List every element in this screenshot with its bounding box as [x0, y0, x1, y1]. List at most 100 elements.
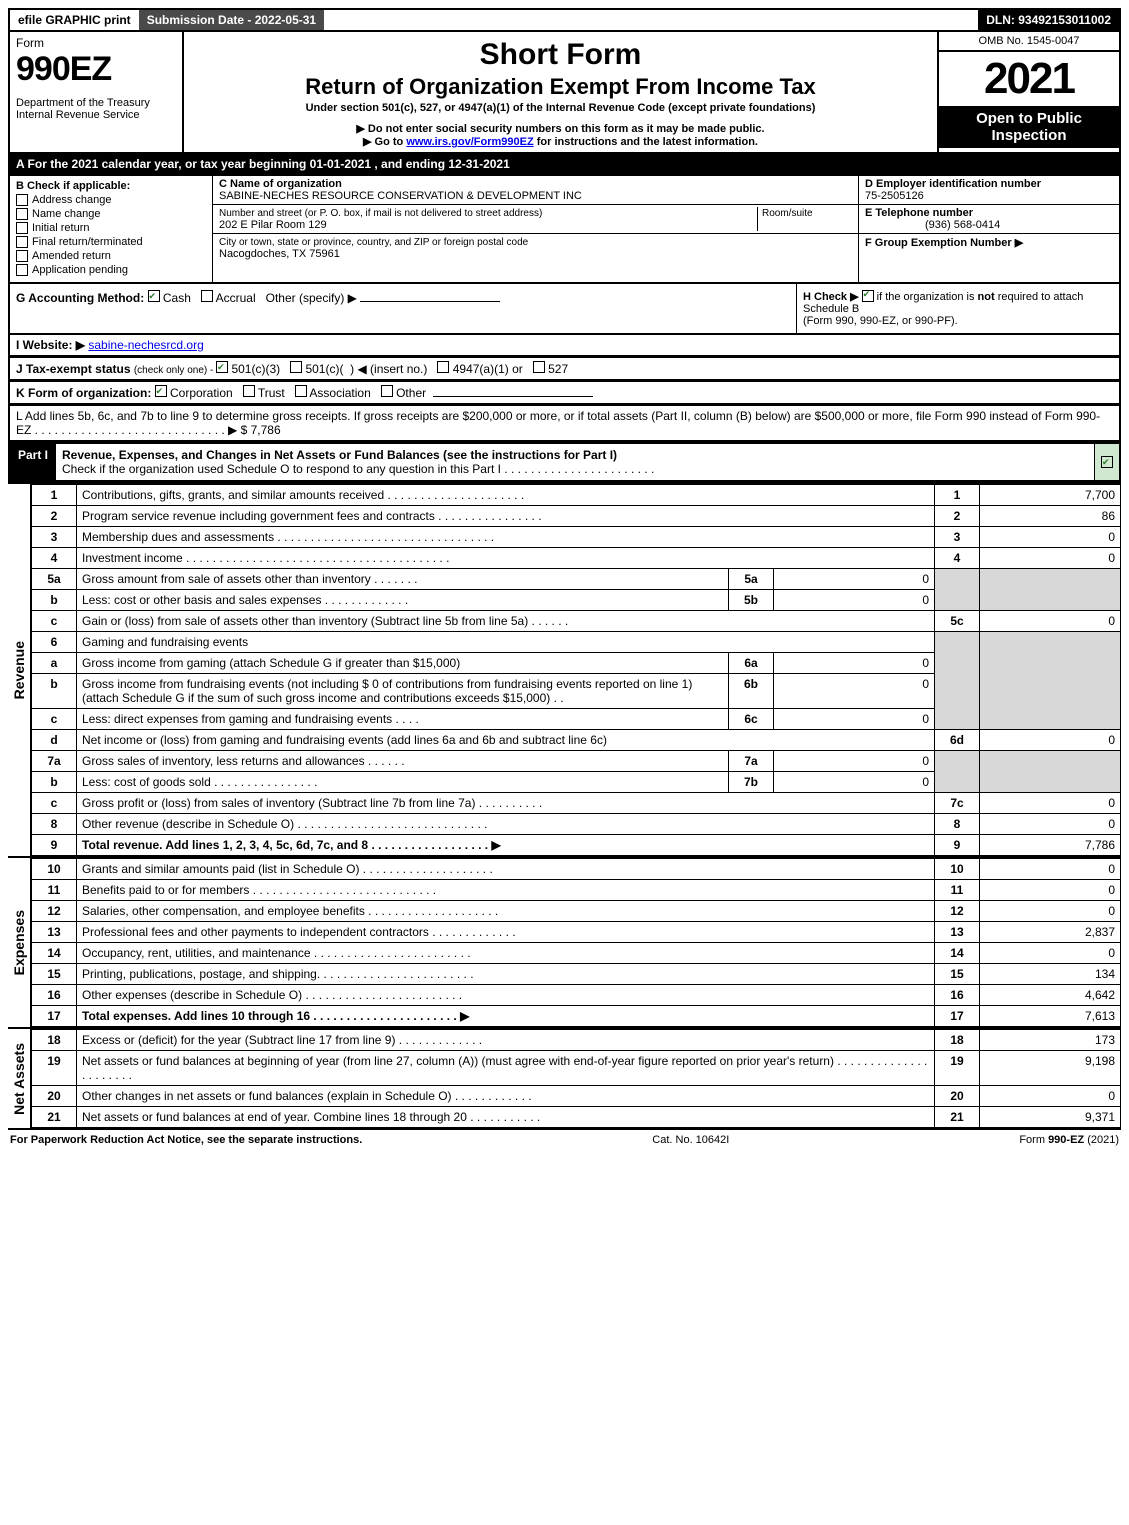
room-suite-label: Room/suite: [762, 208, 813, 219]
line-17: 17Total expenses. Add lines 10 through 1…: [32, 1006, 1121, 1027]
revenue-label: Revenue: [8, 484, 31, 856]
line-21: 21Net assets or fund balances at end of …: [32, 1107, 1121, 1128]
checkbox-icon[interactable]: [381, 385, 393, 397]
checkbox-icon[interactable]: [201, 290, 213, 302]
ein-value: 75-2505126: [865, 190, 924, 202]
tel-value: (936) 568-0414: [865, 219, 1000, 231]
irs-link[interactable]: www.irs.gov/Form990EZ: [406, 136, 533, 148]
line-15: 15Printing, publications, postage, and s…: [32, 964, 1121, 985]
section-l: L Add lines 5b, 6c, and 7b to line 9 to …: [8, 405, 1121, 442]
checkbox-icon: [16, 222, 28, 234]
subtitle-2: ▶ Do not enter social security numbers o…: [190, 122, 931, 135]
header-center: Short Form Return of Organization Exempt…: [184, 32, 937, 152]
dln-label: DLN: 93492153011002: [978, 10, 1119, 30]
section-def: D Employer identification number 75-2505…: [858, 176, 1119, 282]
line-5c: cGain or (loss) from sale of assets othe…: [32, 611, 1121, 632]
checkbox-icon: [16, 250, 28, 262]
section-g: G Accounting Method: Cash Accrual Other …: [10, 284, 796, 333]
org-city: Nacogdoches, TX 75961: [219, 248, 340, 260]
other-specify-input[interactable]: [360, 301, 500, 302]
section-c: C Name of organization SABINE-NECHES RES…: [213, 176, 858, 282]
line-6: 6Gaming and fundraising events: [32, 632, 1121, 653]
checkbox-icon: [1101, 456, 1113, 468]
tax-year: 2021: [939, 52, 1119, 106]
revenue-table: 1Contributions, gifts, grants, and simil…: [31, 484, 1121, 856]
tel-cell: E Telephone number (936) 568-0414: [859, 204, 1119, 233]
checkbox-icon[interactable]: [290, 361, 302, 373]
line-9: 9Total revenue. Add lines 1, 2, 3, 4, 5c…: [32, 835, 1121, 856]
section-k: K Form of organization: Corporation Trus…: [8, 381, 1121, 405]
chk-final-return[interactable]: Final return/terminated: [16, 236, 206, 248]
line-19: 19Net assets or fund balances at beginni…: [32, 1051, 1121, 1086]
expenses-label: Expenses: [8, 858, 31, 1027]
section-j: J Tax-exempt status (check only one) - 5…: [8, 357, 1121, 381]
chk-application-pending[interactable]: Application pending: [16, 264, 206, 276]
checkbox-icon[interactable]: [533, 361, 545, 373]
org-name-cell: C Name of organization SABINE-NECHES RES…: [213, 176, 858, 205]
city-cell: City or town, state or province, country…: [213, 234, 858, 262]
checkbox-icon[interactable]: [862, 290, 874, 302]
group-exemption-cell: F Group Exemption Number ▶: [859, 233, 1119, 251]
section-b: B Check if applicable: Address change Na…: [10, 176, 213, 282]
row-a-tax-year: A For the 2021 calendar year, or tax yea…: [8, 154, 1121, 176]
title-return: Return of Organization Exempt From Incom…: [190, 74, 931, 100]
checkbox-icon: [16, 208, 28, 220]
line-12: 12Salaries, other compensation, and empl…: [32, 901, 1121, 922]
efile-label[interactable]: efile GRAPHIC print: [10, 10, 139, 30]
chk-address-change[interactable]: Address change: [16, 194, 206, 206]
part1-label: Part I: [10, 444, 56, 480]
form-header: Form 990EZ Department of the Treasury In…: [8, 32, 1121, 154]
revenue-section: Revenue 1Contributions, gifts, grants, a…: [8, 482, 1121, 856]
checkbox-icon[interactable]: [216, 361, 228, 373]
section-cd-wrap: C Name of organization SABINE-NECHES RES…: [213, 176, 1119, 282]
checkbox-icon[interactable]: [155, 385, 167, 397]
dept-2: Internal Revenue Service: [16, 109, 176, 121]
chk-amended-return[interactable]: Amended return: [16, 250, 206, 262]
footer-left: For Paperwork Reduction Act Notice, see …: [10, 1134, 362, 1146]
subtitle-1: Under section 501(c), 527, or 4947(a)(1)…: [190, 102, 931, 114]
expenses-table: 10Grants and similar amounts paid (list …: [31, 858, 1121, 1027]
line-6d: dNet income or (loss) from gaming and fu…: [32, 730, 1121, 751]
org-name: SABINE-NECHES RESOURCE CONSERVATION & DE…: [219, 190, 582, 202]
net-assets-label: Net Assets: [8, 1029, 31, 1128]
open-inspection: Open to Public Inspection: [939, 106, 1119, 148]
checkbox-icon[interactable]: [295, 385, 307, 397]
addr-cell: Number and street (or P. O. box, if mail…: [213, 205, 858, 234]
org-address: 202 E Pilar Room 129: [219, 219, 327, 231]
line-14: 14Occupancy, rent, utilities, and mainte…: [32, 943, 1121, 964]
website-link[interactable]: sabine-nechesrcd.org: [88, 338, 203, 352]
chk-name-change[interactable]: Name change: [16, 208, 206, 220]
net-assets-section: Net Assets 18Excess or (deficit) for the…: [8, 1027, 1121, 1128]
header-right: OMB No. 1545-0047 2021 Open to Public In…: [937, 32, 1119, 152]
checkbox-icon[interactable]: [437, 361, 449, 373]
other-org-input[interactable]: [433, 396, 593, 397]
page-footer: For Paperwork Reduction Act Notice, see …: [8, 1128, 1121, 1150]
omb-number: OMB No. 1545-0047: [939, 32, 1119, 52]
section-h: H Check ▶ if the organization is not req…: [796, 284, 1119, 333]
expenses-section: Expenses 10Grants and similar amounts pa…: [8, 856, 1121, 1027]
line-11: 11Benefits paid to or for members . . . …: [32, 880, 1121, 901]
chk-initial-return[interactable]: Initial return: [16, 222, 206, 234]
section-gh: G Accounting Method: Cash Accrual Other …: [8, 284, 1121, 335]
checkbox-icon[interactable]: [148, 290, 160, 302]
line-13: 13Professional fees and other payments t…: [32, 922, 1121, 943]
submission-date: Submission Date - 2022-05-31: [139, 10, 324, 30]
line-18: 18Excess or (deficit) for the year (Subt…: [32, 1030, 1121, 1051]
section-bcd: B Check if applicable: Address change Na…: [8, 176, 1121, 284]
part1-header: Part I Revenue, Expenses, and Changes in…: [8, 442, 1121, 482]
part1-schedule-o-checkbox[interactable]: [1094, 444, 1119, 480]
dept-1: Department of the Treasury: [16, 97, 176, 109]
line-3: 3Membership dues and assessments . . . .…: [32, 527, 1121, 548]
header-left: Form 990EZ Department of the Treasury In…: [10, 32, 184, 152]
form-number: 990EZ: [16, 50, 176, 89]
checkbox-icon: [16, 194, 28, 206]
subtitle-3: ▶ Go to www.irs.gov/Form990EZ for instru…: [190, 135, 931, 148]
checkbox-icon[interactable]: [243, 385, 255, 397]
line-7c: cGross profit or (loss) from sales of in…: [32, 793, 1121, 814]
footer-center: Cat. No. 10642I: [652, 1134, 729, 1146]
section-i: I Website: ▶ sabine-nechesrcd.org: [8, 335, 1121, 357]
checkbox-icon: [16, 264, 28, 276]
form-word: Form: [16, 36, 176, 50]
line-2: 2Program service revenue including gover…: [32, 506, 1121, 527]
line-1: 1Contributions, gifts, grants, and simil…: [32, 485, 1121, 506]
